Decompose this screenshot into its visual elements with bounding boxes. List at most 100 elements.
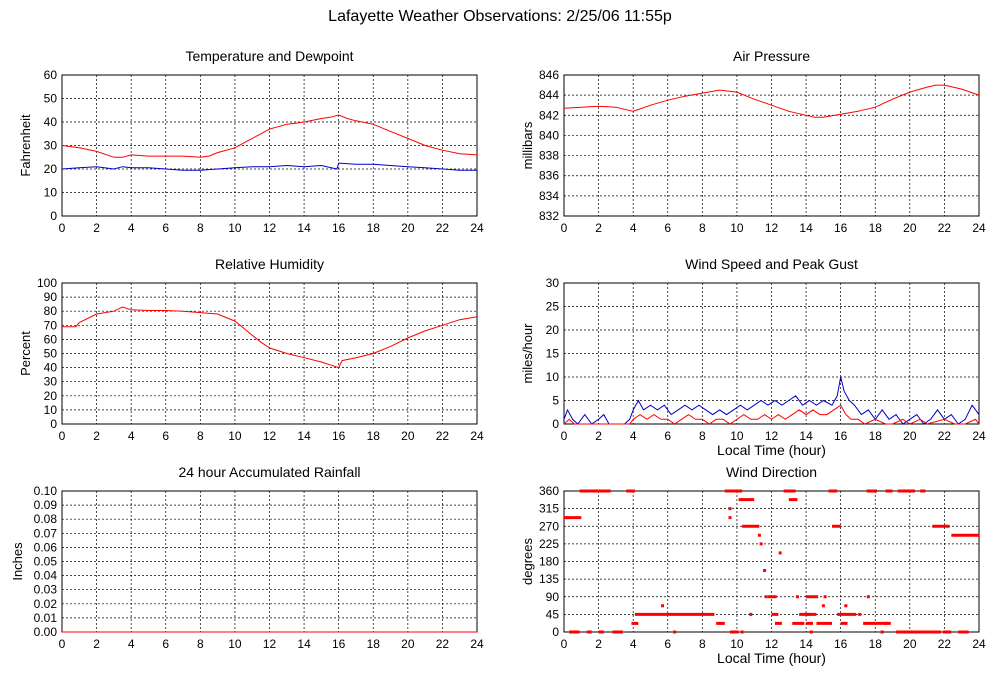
x-tick-label: 6 (162, 429, 169, 443)
x-tick-label: 6 (162, 221, 169, 235)
x-tick-label: 6 (664, 637, 671, 651)
x-tick-label: 22 (938, 429, 952, 443)
y-tick-label: 840 (539, 128, 559, 142)
x-tick-label: 22 (938, 221, 952, 235)
x-tick-label: 24 (470, 429, 484, 443)
y-tick-label: 0.04 (34, 569, 58, 583)
x-tick-label: 22 (436, 429, 450, 443)
data-point (728, 516, 732, 520)
x-tick-label: 24 (470, 221, 484, 235)
y-tick-label: 40 (44, 115, 58, 129)
x-tick-label: 12 (765, 637, 779, 651)
x-tick-label: 14 (297, 429, 311, 443)
y-tick-label: 0.09 (34, 498, 58, 512)
y-tick-label: 0.00 (34, 625, 58, 639)
x-tick-label: 10 (228, 429, 242, 443)
x-tick-label: 0 (59, 429, 66, 443)
y-tick-label: 90 (546, 590, 560, 604)
x-tick-label: 24 (470, 637, 484, 651)
x-tick-label: 16 (834, 637, 848, 651)
chart-title: Wind Speed and Peak Gust (685, 256, 858, 272)
data-point (764, 595, 768, 599)
x-tick-label: 18 (367, 429, 381, 443)
y-tick-label: 0.07 (34, 526, 58, 540)
y-tick-label: 842 (539, 108, 559, 122)
x-tick-label: 10 (228, 637, 242, 651)
x-tick-label: 2 (595, 221, 602, 235)
x-tick-label: 2 (93, 429, 100, 443)
x-tick-label: 22 (938, 637, 952, 651)
y-tick-label: 30 (44, 375, 58, 389)
y-axis-label: degrees (520, 538, 535, 585)
x-tick-label: 2 (93, 221, 100, 235)
x-tick-label: 12 (765, 221, 779, 235)
y-axis-label: Inches (10, 542, 25, 581)
chart-title: Wind Direction (726, 464, 817, 480)
data-point (858, 612, 862, 616)
data-point (763, 569, 767, 573)
x-tick-label: 12 (263, 637, 277, 651)
data-point (884, 621, 888, 625)
x-tick-label: 0 (561, 637, 568, 651)
data-point (778, 551, 782, 555)
series-line-temp-1 (61, 162, 477, 171)
page-title: Lafayette Weather Observations: 2/25/06 … (328, 8, 672, 25)
x-tick-label: 20 (401, 637, 415, 651)
plot-frame (563, 490, 980, 633)
x-tick-label: 10 (730, 637, 744, 651)
data-point (586, 630, 590, 634)
y-tick-label: 846 (539, 68, 559, 82)
data-point (806, 612, 810, 616)
y-axis-label: Percent (18, 331, 33, 376)
y-tick-label: 0 (50, 417, 57, 431)
y-tick-label: 60 (44, 332, 58, 346)
x-tick-label: 8 (197, 637, 204, 651)
data-point (661, 604, 665, 608)
x-tick-label: 16 (834, 221, 848, 235)
series-line-humidity-0 (62, 306, 478, 369)
chart-title: 24 hour Accumulated Rainfall (178, 464, 360, 480)
y-tick-label: 315 (539, 502, 559, 516)
x-tick-label: 20 (401, 429, 415, 443)
data-point (866, 595, 870, 599)
data-point (844, 604, 848, 608)
y-tick-label: 70 (44, 318, 58, 332)
x-tick-label: 0 (59, 637, 66, 651)
y-tick-label: 0.10 (34, 484, 58, 498)
y-tick-label: 45 (546, 607, 560, 621)
y-tick-label: 10 (44, 403, 58, 417)
y-tick-label: 0.01 (34, 611, 58, 625)
plot-frame (563, 74, 980, 217)
data-point (821, 604, 825, 608)
y-tick-label: 836 (539, 169, 559, 183)
y-tick-label: 40 (44, 361, 58, 375)
x-tick-label: 24 (972, 221, 986, 235)
series-line-pressure-0 (563, 84, 980, 118)
data-point (795, 595, 799, 599)
data-point (728, 507, 732, 511)
y-tick-label: 0 (50, 209, 57, 223)
y-tick-label: 20 (44, 162, 58, 176)
y-tick-label: 844 (539, 88, 559, 102)
y-tick-label: 135 (539, 572, 559, 586)
x-tick-label: 10 (228, 221, 242, 235)
y-tick-label: 30 (546, 276, 560, 290)
x-tick-label: 14 (297, 221, 311, 235)
y-tick-label: 0.03 (34, 583, 58, 597)
plot-frame (563, 282, 980, 425)
y-tick-label: 10 (546, 370, 560, 384)
x-tick-label: 20 (903, 429, 917, 443)
y-tick-label: 100 (37, 276, 57, 290)
x-tick-label: 22 (436, 637, 450, 651)
x-tick-label: 6 (664, 429, 671, 443)
data-point (757, 533, 761, 537)
x-tick-label: 10 (730, 221, 744, 235)
x-tick-label: 12 (765, 429, 779, 443)
x-tick-label: 8 (699, 637, 706, 651)
y-tick-label: 20 (44, 389, 58, 403)
data-point (617, 630, 621, 634)
